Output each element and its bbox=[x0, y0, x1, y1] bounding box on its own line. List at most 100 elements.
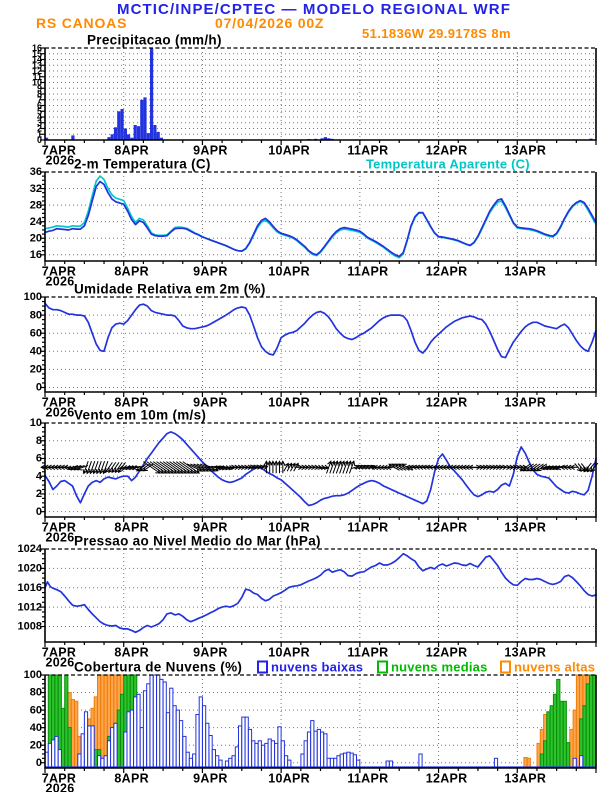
cloud-bar-orange bbox=[100, 674, 105, 769]
y-tick-label: 4 bbox=[36, 470, 43, 482]
x-tick-label: 10APR bbox=[268, 396, 310, 410]
cloud-bar-orange bbox=[536, 742, 541, 769]
cloud-bar-green bbox=[589, 674, 594, 769]
cloud-bar-green bbox=[556, 678, 561, 769]
cloud-bar-blue bbox=[175, 709, 180, 769]
x-tick-label: 13APR bbox=[504, 772, 546, 786]
cloud-bar-blue bbox=[579, 755, 584, 769]
cloud-bar-blue bbox=[169, 687, 174, 769]
cloud-bar-blue bbox=[418, 753, 423, 769]
y-tick-label: 3 bbox=[37, 118, 42, 128]
x-tick-label: 13APR bbox=[504, 265, 546, 279]
wind-vector bbox=[108, 462, 117, 474]
y-tick-label: 8 bbox=[36, 435, 42, 447]
y-tick-label: 40 bbox=[30, 346, 42, 358]
panel-clouds: Cobertura de Nuvens (%) nuvens baixas nu… bbox=[24, 660, 597, 792]
run-datetime: 07/04/2026 00Z bbox=[215, 15, 324, 31]
cloud-bar-orange bbox=[70, 699, 76, 769]
y-tick-label: 4 bbox=[37, 112, 42, 122]
wind-vector bbox=[283, 462, 289, 472]
cloud-bar-blue bbox=[126, 711, 131, 769]
y-tick-label: 9 bbox=[37, 84, 42, 94]
wind-vector bbox=[319, 464, 327, 470]
wind-vector bbox=[114, 462, 123, 474]
series-line bbox=[44, 431, 597, 507]
wind-vector bbox=[315, 464, 323, 470]
precip-bar bbox=[133, 125, 137, 140]
cloud-bar-blue bbox=[241, 716, 246, 769]
x-tick-label: 11APR bbox=[347, 646, 388, 660]
precip-bar bbox=[159, 137, 163, 140]
cloud-bar-blue bbox=[110, 727, 115, 769]
y-tick-label: 100 bbox=[24, 669, 42, 681]
panel-title-pressure: Pressao ao Nivel Medio do Mar (hPa) bbox=[74, 534, 321, 549]
x-tick-label: 9APR bbox=[193, 772, 228, 786]
wind-vector bbox=[182, 461, 200, 474]
cloud-bar-blue bbox=[306, 731, 312, 769]
year-label: 2026 bbox=[45, 531, 74, 545]
series-line bbox=[44, 180, 597, 258]
y-tick-label: 7 bbox=[37, 95, 42, 105]
cloud-bar-green bbox=[562, 700, 567, 769]
y-tick-label: 32 bbox=[30, 183, 42, 195]
wind-vector bbox=[85, 461, 92, 475]
y-tick-label: 8 bbox=[37, 89, 42, 99]
y-tick-label: 100 bbox=[24, 291, 42, 303]
x-tick-label: 9APR bbox=[193, 396, 228, 410]
wind-vector bbox=[95, 461, 102, 475]
y-tick-label: 2 bbox=[37, 124, 42, 134]
cloud-bar-blue bbox=[238, 725, 243, 769]
panel-title-clouds: Cobertura de Nuvens (%) bbox=[74, 660, 242, 675]
cloud-bar-blue bbox=[274, 742, 279, 769]
x-tick-label: 11APR bbox=[347, 265, 388, 279]
precip-bar bbox=[150, 48, 154, 140]
y-tick-label: 0 bbox=[36, 382, 42, 394]
x-tick-label: 7APR bbox=[42, 521, 77, 535]
legend-temperatura-aparente: Temperatura Aparente (C) bbox=[366, 157, 530, 172]
y-tick-label: 0 bbox=[36, 506, 42, 518]
cloud-bar-blue bbox=[159, 678, 164, 769]
cloud-bar-green bbox=[582, 705, 587, 769]
precip-bar bbox=[120, 109, 124, 140]
x-tick-label: 8APR bbox=[114, 144, 149, 158]
plot-wind: 0 2 4 6 8 10 7APR 8APR 9APR 10APR 11APR 12APR 13APR 2… bbox=[30, 417, 599, 545]
wind-vector bbox=[104, 462, 113, 474]
precip-bar bbox=[140, 99, 144, 141]
x-tick-label: 13APR bbox=[504, 396, 546, 410]
panel-wind: Vento em 10m (m/s) 0 2 4 6 8 10 7APR 8APR 9APR 10… bbox=[30, 408, 599, 545]
x-tick-label: 7APR bbox=[42, 396, 77, 410]
cloud-bar-blue bbox=[80, 733, 85, 769]
x-tick-label: 7APR bbox=[42, 772, 77, 786]
y-tick-label: 28 bbox=[30, 199, 42, 211]
precip-bar bbox=[130, 137, 134, 140]
x-tick-label: 8APR bbox=[114, 521, 149, 535]
precip-bar bbox=[71, 135, 75, 140]
x-tick-label: 9APR bbox=[193, 521, 228, 535]
x-tick-label: 13APR bbox=[504, 646, 546, 660]
wind-vector bbox=[293, 462, 299, 472]
legend-label-nuvens-baixas: nuvens baixas bbox=[271, 660, 363, 675]
cloud-bar-blue bbox=[261, 744, 266, 769]
y-tick-label: 24 bbox=[30, 216, 43, 228]
cloud-bar-blue bbox=[179, 720, 184, 769]
cloud-bar-green bbox=[546, 711, 551, 769]
cloud-bar-blue bbox=[208, 735, 213, 769]
y-tick-label: 60 bbox=[30, 704, 42, 716]
cloud-bar-blue bbox=[87, 725, 92, 769]
cloud-bar-blue bbox=[83, 711, 89, 769]
panel-title-precipitation: Precipitacao (mm/h) bbox=[87, 33, 222, 48]
x-tick-label: 8APR bbox=[114, 646, 149, 660]
x-tick-label: 8APR bbox=[114, 772, 149, 786]
cloud-bar-green bbox=[585, 683, 590, 769]
y-tick-label: 1 bbox=[37, 129, 42, 139]
x-tick-label: 9APR bbox=[193, 144, 228, 158]
x-tick-label: 10APR bbox=[268, 144, 310, 158]
y-tick-label: 80 bbox=[30, 687, 42, 699]
wind-vector bbox=[255, 464, 266, 470]
cloud-bar-blue bbox=[97, 755, 102, 769]
plot-clouds: 0 20 40 60 80 100 7APR 8APR 9APR 10APR 11APR 12APR 1… bbox=[24, 669, 597, 792]
x-tick-label: 8APR bbox=[114, 265, 149, 279]
wind-vector bbox=[245, 464, 256, 470]
cloud-bar-blue bbox=[192, 753, 197, 769]
